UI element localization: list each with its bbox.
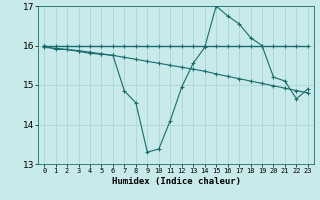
X-axis label: Humidex (Indice chaleur): Humidex (Indice chaleur) bbox=[111, 177, 241, 186]
